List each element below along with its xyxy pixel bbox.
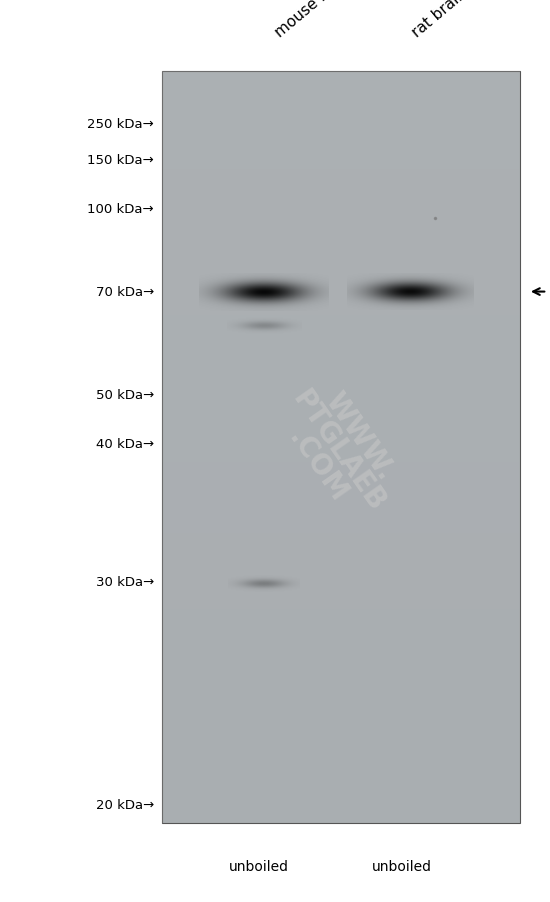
- Text: 50 kDa→: 50 kDa→: [96, 389, 154, 401]
- Text: 70 kDa→: 70 kDa→: [96, 286, 154, 299]
- Bar: [162, 72, 520, 823]
- Text: 30 kDa→: 30 kDa→: [96, 575, 154, 588]
- Text: 20 kDa→: 20 kDa→: [96, 798, 154, 811]
- Text: mouse brain: mouse brain: [272, 0, 355, 41]
- Text: 100 kDa→: 100 kDa→: [87, 203, 154, 216]
- Text: 150 kDa→: 150 kDa→: [87, 154, 154, 167]
- Text: unboiled: unboiled: [228, 859, 289, 873]
- Text: rat brain: rat brain: [410, 0, 470, 41]
- Text: 40 kDa→: 40 kDa→: [96, 437, 154, 450]
- Text: unboiled: unboiled: [371, 859, 432, 873]
- Text: 250 kDa→: 250 kDa→: [87, 118, 154, 131]
- Text: WWW.
PTGLAEB
.COM: WWW. PTGLAEB .COM: [265, 371, 411, 531]
